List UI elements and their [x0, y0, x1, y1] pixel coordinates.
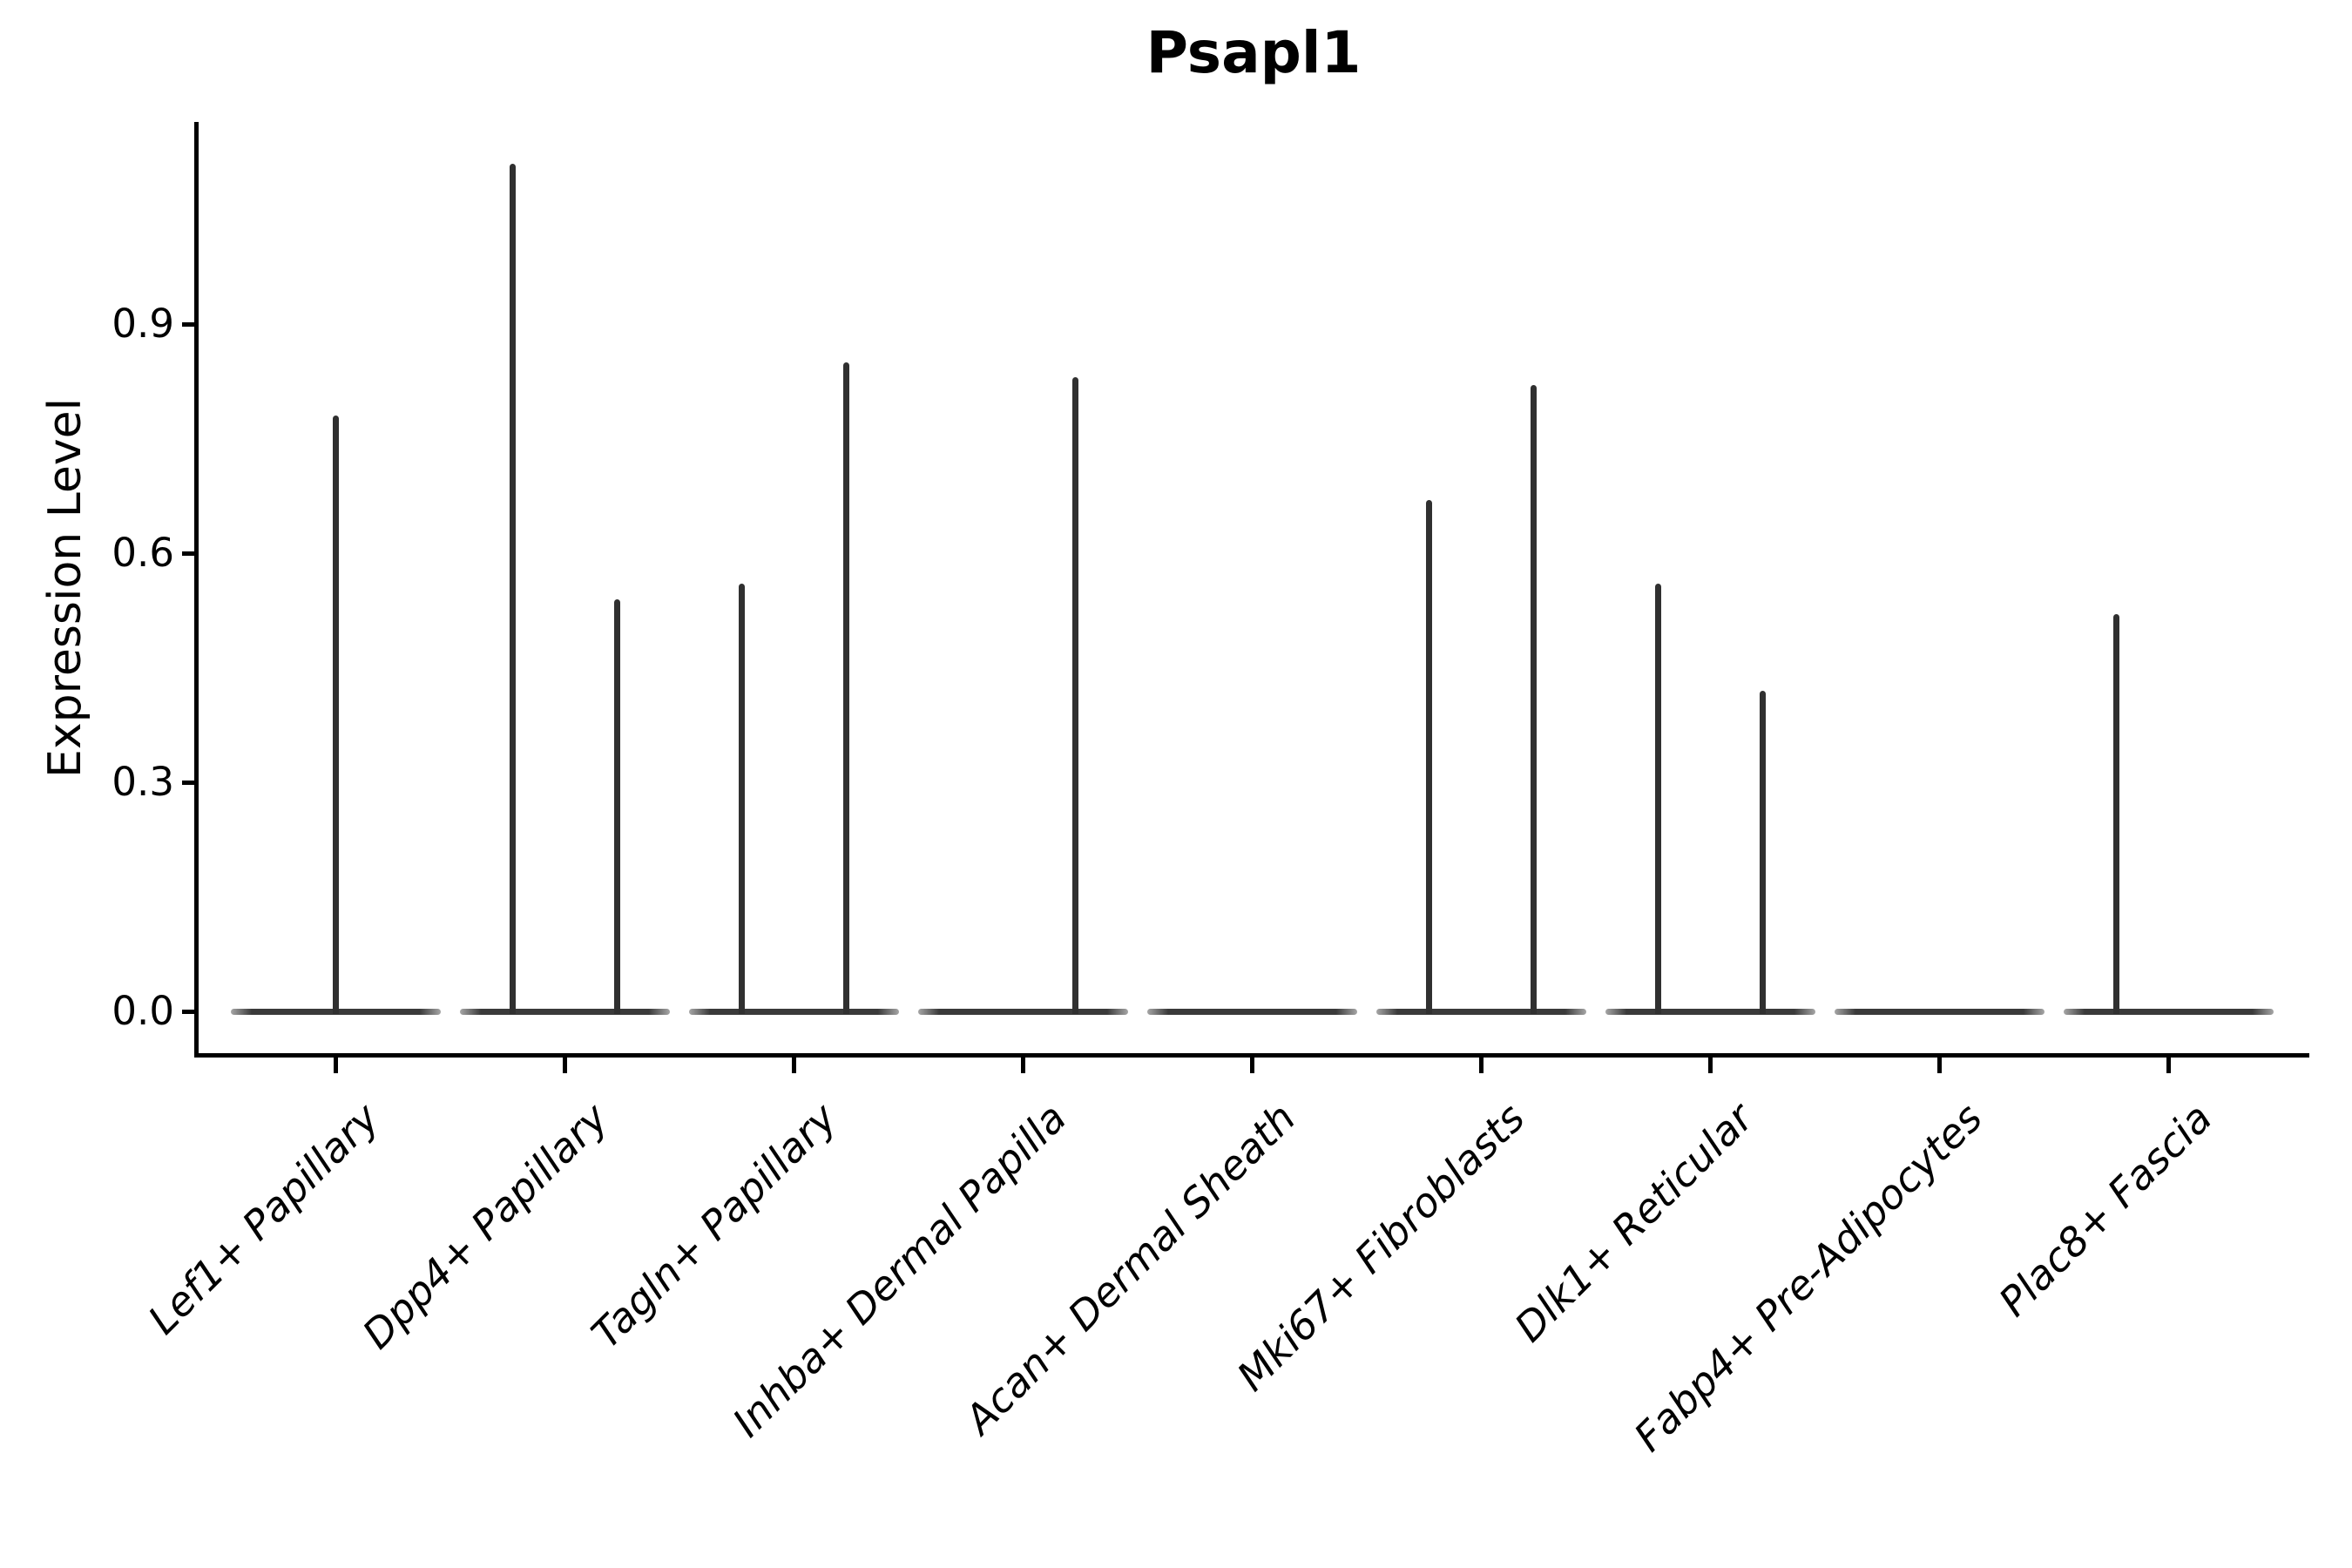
expression-spike [739, 584, 745, 1014]
violin-baseline [1376, 1009, 1586, 1015]
expression-spike [614, 598, 620, 1014]
x-tick-mark [563, 1058, 567, 1073]
expression-spike [1655, 584, 1661, 1014]
x-axis-spine [194, 1053, 2309, 1058]
y-tick-label: 0.3 [112, 758, 174, 805]
y-tick-label: 0.6 [112, 529, 174, 576]
violin-baseline [2064, 1009, 2274, 1015]
x-tick-mark [792, 1058, 796, 1073]
x-tick-mark [1021, 1058, 1025, 1073]
violin-baseline [1147, 1009, 1357, 1015]
expression-spike [333, 416, 339, 1014]
x-tick-mark [1479, 1058, 1484, 1073]
expression-spike [1531, 385, 1537, 1014]
x-tick-label: Plac8+ Fascia [1989, 1094, 2221, 1326]
x-tick-label: Tagln+ Papillary [582, 1094, 847, 1358]
violin-baseline [1835, 1009, 2044, 1015]
y-axis-spine [194, 122, 199, 1058]
y-tick-label: 0.9 [112, 300, 174, 347]
x-tick-label: Lef1+ Papillary [139, 1094, 389, 1343]
expression-spike [1760, 690, 1766, 1014]
x-tick-label: Dpp4+ Papillary [353, 1094, 618, 1358]
x-tick-mark [334, 1058, 338, 1073]
expression-spike [1072, 377, 1078, 1014]
expression-spike [1426, 499, 1432, 1014]
y-tick-mark [182, 1010, 195, 1014]
x-tick-mark [1250, 1058, 1254, 1073]
violin-baseline [460, 1009, 670, 1015]
x-tick-mark [2166, 1058, 2171, 1073]
expression-spike [510, 163, 516, 1014]
violin-baseline [918, 1009, 1128, 1015]
chart-title: Psapl1 [1146, 19, 1362, 86]
violin-baseline [1605, 1009, 1815, 1015]
violin-baseline [689, 1009, 899, 1015]
y-tick-mark [182, 321, 195, 327]
x-tick-mark [1708, 1058, 1713, 1073]
y-tick-mark [182, 780, 195, 785]
expression-spike [843, 362, 849, 1014]
expression-spike [2113, 614, 2119, 1014]
y-tick-mark [182, 551, 195, 556]
y-axis-label: Expression Level [39, 397, 91, 779]
x-tick-label: Dlk1+ Reticular [1505, 1094, 1763, 1351]
x-tick-mark [1937, 1058, 1942, 1073]
y-tick-label: 0.0 [112, 988, 174, 1034]
